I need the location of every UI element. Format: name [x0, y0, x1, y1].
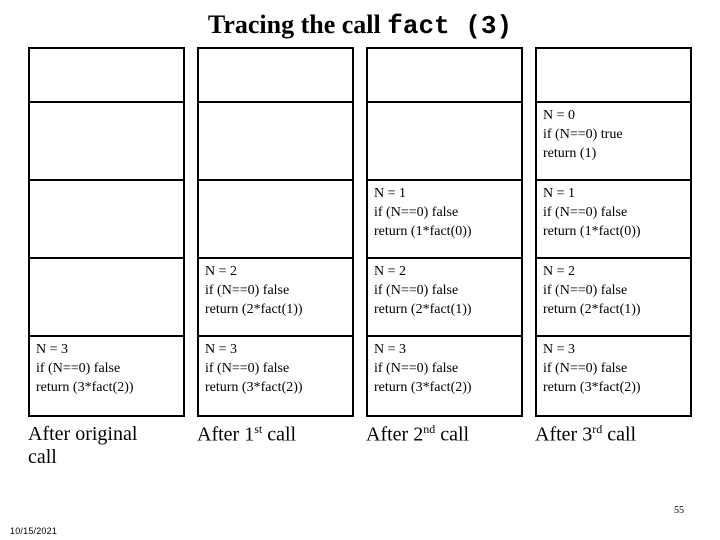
caption-post: call — [435, 424, 469, 446]
frame-cond: if (N==0) false — [374, 204, 515, 223]
frame-cond: if (N==0) false — [36, 360, 177, 379]
stack-frame: N = 1if (N==0) falsereturn (1*fact(0)) — [537, 181, 690, 259]
caption-post: call — [28, 446, 185, 469]
slide-number: 55 — [674, 505, 684, 516]
frame-cond: if (N==0) true — [543, 126, 684, 145]
stack-column: N = 3if (N==0) falsereturn (3*fact(2))Af… — [28, 47, 185, 469]
stack-frame — [199, 103, 352, 181]
frame-return: return (3*fact(2)) — [205, 379, 346, 398]
stack-frame: N = 3if (N==0) falsereturn (3*fact(2)) — [537, 337, 690, 415]
frame-var: N = 1 — [374, 185, 515, 204]
stack-frame: N = 0if (N==0) truereturn (1) — [537, 103, 690, 181]
frame-return: return (1*fact(0)) — [374, 223, 515, 242]
stack-frame — [368, 49, 521, 103]
frame-return: return (2*fact(1)) — [374, 301, 515, 320]
caption-post: call — [602, 424, 636, 446]
caption-ordinal: nd — [423, 422, 435, 436]
caption-pre: After original — [28, 423, 185, 446]
call-stack: N = 3if (N==0) falsereturn (3*fact(2)) — [28, 47, 185, 417]
caption-pre: After 1 — [197, 424, 254, 446]
stack-frame — [199, 49, 352, 103]
frame-return: return (1) — [543, 145, 684, 164]
title-mono: fact (3) — [387, 11, 512, 41]
frame-var: N = 0 — [543, 107, 684, 126]
frame-return: return (3*fact(2)) — [374, 379, 515, 398]
title-prefix: Tracing the call — [208, 10, 387, 39]
stack-frame — [30, 103, 183, 181]
caption-pre: After 3 — [535, 424, 592, 446]
frame-return: return (2*fact(1)) — [205, 301, 346, 320]
call-stack: N = 1if (N==0) falsereturn (1*fact(0))N … — [366, 47, 523, 417]
stack-frame: N = 2if (N==0) falsereturn (2*fact(1)) — [368, 259, 521, 337]
caption-pre: After 2 — [366, 424, 423, 446]
stack-frame: N = 2if (N==0) falsereturn (2*fact(1)) — [199, 259, 352, 337]
stack-grid: N = 3if (N==0) falsereturn (3*fact(2))Af… — [0, 47, 720, 469]
stack-frame: N = 3if (N==0) falsereturn (3*fact(2)) — [199, 337, 352, 415]
column-caption: After originalcall — [28, 417, 185, 469]
frame-var: N = 3 — [374, 341, 515, 360]
stack-frame: N = 1if (N==0) falsereturn (1*fact(0)) — [368, 181, 521, 259]
slide-date: 10/15/2021 — [10, 526, 57, 536]
slide-title: Tracing the call fact (3) — [0, 0, 720, 47]
stack-frame: N = 3if (N==0) falsereturn (3*fact(2)) — [30, 337, 183, 415]
frame-return: return (3*fact(2)) — [543, 379, 684, 398]
frame-cond: if (N==0) false — [205, 282, 346, 301]
call-stack: N = 2if (N==0) falsereturn (2*fact(1))N … — [197, 47, 354, 417]
stack-frame — [537, 49, 690, 103]
frame-var: N = 1 — [543, 185, 684, 204]
frame-var: N = 3 — [36, 341, 177, 360]
frame-return: return (1*fact(0)) — [543, 223, 684, 242]
column-caption: After 1st call — [197, 417, 354, 447]
caption-ordinal: rd — [592, 422, 602, 436]
frame-cond: if (N==0) false — [374, 360, 515, 379]
frame-var: N = 2 — [374, 263, 515, 282]
frame-return: return (3*fact(2)) — [36, 379, 177, 398]
stack-frame — [199, 181, 352, 259]
frame-var: N = 2 — [205, 263, 346, 282]
stack-frame — [368, 103, 521, 181]
frame-return: return (2*fact(1)) — [543, 301, 684, 320]
frame-var: N = 3 — [543, 341, 684, 360]
frame-cond: if (N==0) false — [543, 282, 684, 301]
stack-frame — [30, 49, 183, 103]
stack-column: N = 0if (N==0) truereturn (1)N = 1if (N=… — [535, 47, 692, 469]
column-caption: After 2nd call — [366, 417, 523, 447]
frame-var: N = 3 — [205, 341, 346, 360]
frame-cond: if (N==0) false — [543, 204, 684, 223]
caption-post: call — [262, 424, 296, 446]
call-stack: N = 0if (N==0) truereturn (1)N = 1if (N=… — [535, 47, 692, 417]
frame-cond: if (N==0) false — [374, 282, 515, 301]
frame-cond: if (N==0) false — [205, 360, 346, 379]
stack-frame: N = 2if (N==0) falsereturn (2*fact(1)) — [537, 259, 690, 337]
stack-frame — [30, 181, 183, 259]
frame-var: N = 2 — [543, 263, 684, 282]
stack-frame — [30, 259, 183, 337]
stack-frame: N = 3if (N==0) falsereturn (3*fact(2)) — [368, 337, 521, 415]
stack-column: N = 2if (N==0) falsereturn (2*fact(1))N … — [197, 47, 354, 469]
frame-cond: if (N==0) false — [543, 360, 684, 379]
column-caption: After 3rd call — [535, 417, 692, 447]
stack-column: N = 1if (N==0) falsereturn (1*fact(0))N … — [366, 47, 523, 469]
